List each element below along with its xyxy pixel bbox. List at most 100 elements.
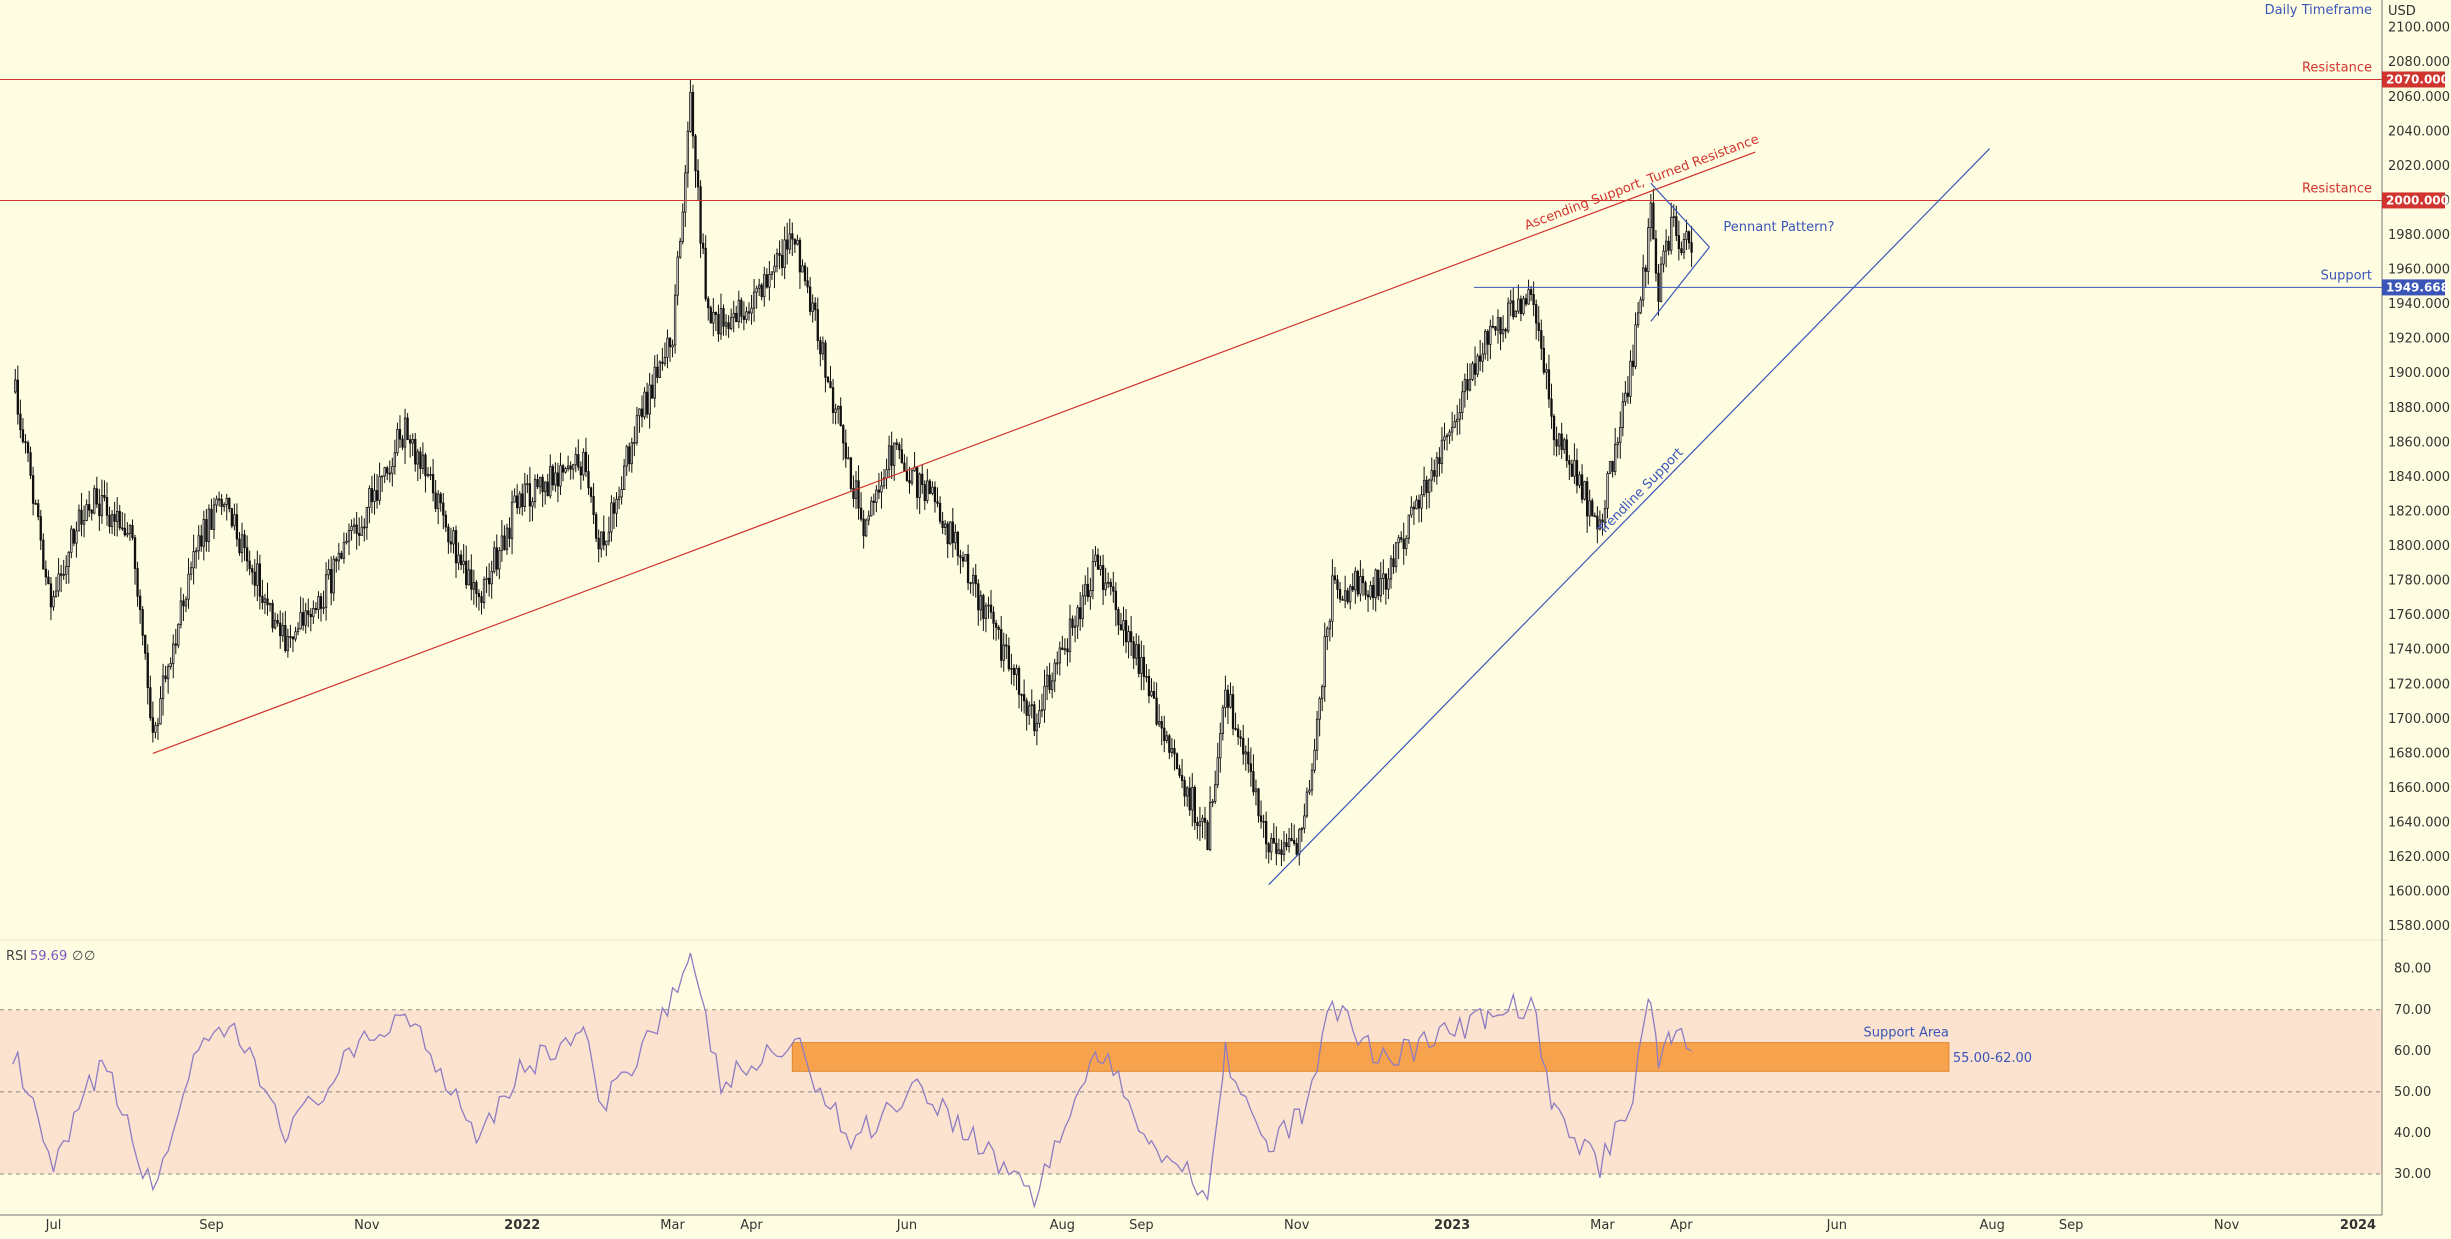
candle-body <box>1137 644 1140 674</box>
candle-body <box>324 574 328 608</box>
candle-body <box>1394 542 1398 568</box>
candle-body <box>1063 648 1067 651</box>
candle-body <box>398 429 402 440</box>
candle-body <box>1690 242 1693 253</box>
price-tick-label: 1620.000 <box>2388 850 2450 865</box>
candle-body <box>612 502 616 514</box>
candle-body <box>1109 581 1112 588</box>
candle-body <box>26 442 30 454</box>
candle-body <box>1349 586 1352 603</box>
candle-body <box>1017 667 1021 695</box>
candle-body <box>1552 415 1556 441</box>
candle-body <box>88 504 91 511</box>
candle-body <box>118 510 121 529</box>
candle-body <box>1524 298 1528 305</box>
candle-body <box>1430 470 1433 481</box>
candle-body <box>172 643 175 664</box>
price-tick-label: 2100.000 <box>2388 21 2450 36</box>
candle-body <box>633 442 636 444</box>
candle-body <box>233 514 236 527</box>
candle-body <box>867 515 870 521</box>
candle-body <box>1504 328 1507 332</box>
candle-body <box>1178 768 1181 776</box>
candle-body <box>510 501 514 539</box>
candle-body <box>1326 628 1329 637</box>
price-tick-label: 1600.000 <box>2388 885 2450 900</box>
candle-body <box>378 475 381 501</box>
candle-body <box>1079 607 1082 620</box>
candle-body <box>954 531 957 544</box>
candle-body <box>286 636 290 652</box>
timeframe-label: Daily Timeframe <box>2265 3 2372 18</box>
candle-body <box>982 595 985 619</box>
candle-body <box>1407 514 1410 539</box>
candle-body <box>93 488 96 514</box>
candle-body <box>1354 571 1357 591</box>
candle-body <box>1522 298 1525 315</box>
candle-body <box>1033 704 1036 732</box>
candle-body <box>1654 238 1658 274</box>
candle-body <box>200 535 203 547</box>
resistance-label-2070: Resistance <box>2302 60 2372 75</box>
candle-body <box>1458 412 1461 420</box>
candle-body <box>1163 727 1166 741</box>
price-tick-label: 1940.000 <box>2388 297 2450 312</box>
candle-body <box>1117 609 1120 626</box>
candle-body <box>470 569 473 590</box>
price-tick-label: 2040.000 <box>2388 124 2450 139</box>
candle-body <box>1160 721 1163 729</box>
candle-body <box>1583 481 1586 500</box>
support-price-tag-text-1949: 1949.668 <box>2386 280 2449 294</box>
candle-body <box>386 467 389 474</box>
candle-body <box>745 311 748 320</box>
candle-body <box>149 687 152 719</box>
candle-body <box>14 379 17 393</box>
candle-body <box>763 274 766 298</box>
candle-body <box>938 502 942 522</box>
candle-body <box>294 631 297 640</box>
candle-body <box>600 531 603 550</box>
candle-body <box>138 595 142 610</box>
candle-body <box>587 471 590 489</box>
candle-body <box>966 554 970 584</box>
candle-body <box>133 537 137 570</box>
candle-body <box>773 265 776 273</box>
candle-body <box>495 547 498 570</box>
candle-body <box>230 508 233 527</box>
candle-body <box>607 531 611 542</box>
candle-body <box>765 274 768 288</box>
candle-body <box>1175 753 1179 770</box>
candle-body <box>793 238 797 245</box>
candle-body <box>1058 647 1061 664</box>
candle-body <box>959 555 962 558</box>
candle-body <box>1491 325 1495 328</box>
candle-body <box>686 130 690 174</box>
candle-body <box>327 569 330 576</box>
candle-body <box>189 567 193 575</box>
candle-body <box>205 519 208 542</box>
candle-body <box>528 483 532 507</box>
candle-body <box>969 582 972 585</box>
support-price-tag-1949 <box>2382 279 2445 296</box>
candle-body <box>1028 705 1031 716</box>
candle-body <box>701 242 705 249</box>
candle-body <box>943 523 947 528</box>
candle-body <box>1486 330 1489 345</box>
candle-body <box>1575 460 1579 486</box>
price-tick-label: 1820.000 <box>2388 504 2450 519</box>
candle-body <box>462 560 465 566</box>
candle-body <box>775 253 779 267</box>
candle-body <box>363 526 366 529</box>
currency-label: USD <box>2388 4 2416 19</box>
candle-body <box>1649 202 1653 229</box>
candle-body <box>335 558 338 562</box>
candle-body <box>1089 590 1092 598</box>
candle-body <box>1570 463 1574 477</box>
candle-body <box>816 309 819 342</box>
candle-body <box>1652 202 1655 240</box>
candle-body <box>877 489 881 493</box>
date-tick-label: Mar <box>660 1218 685 1233</box>
candle-body <box>597 537 600 550</box>
candle-body <box>526 483 529 486</box>
candle-body <box>1066 648 1069 653</box>
